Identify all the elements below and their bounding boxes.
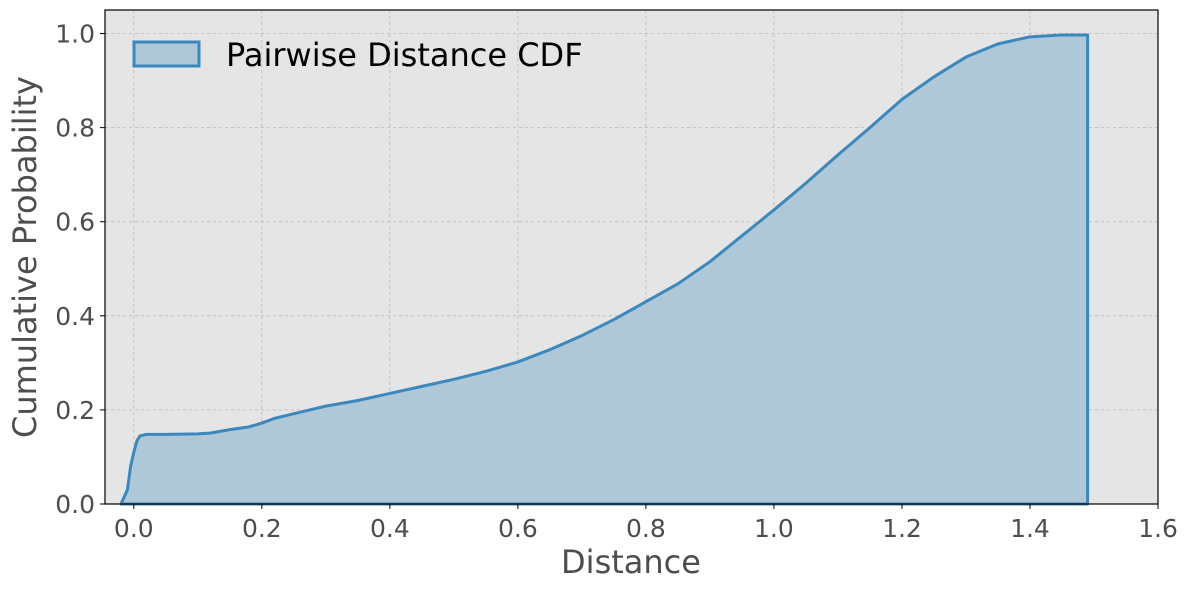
x-tick-label: 1.4 — [1010, 514, 1050, 543]
x-tick-label: 0.2 — [242, 514, 282, 543]
x-tick-label: 0.8 — [626, 514, 666, 543]
x-tick-label: 1.6 — [1138, 514, 1178, 543]
cdf-area-fill — [121, 34, 1088, 504]
y-tick-label: 0.8 — [55, 114, 95, 143]
x-axis-label: Distance — [561, 543, 701, 581]
y-tick-label: 1.0 — [55, 20, 95, 49]
y-axis-label: Cumulative Probability — [6, 76, 44, 438]
x-tick-label: 0.6 — [498, 514, 538, 543]
x-tick-label: 0.4 — [370, 514, 410, 543]
legend: Pairwise Distance CDF — [132, 36, 583, 74]
x-axis-ticks: 0.0 0.2 0.4 0.6 0.8 1.0 1.2 1.4 1.6 — [114, 504, 1178, 543]
x-tick-label: 1.0 — [754, 514, 794, 543]
plot-frame — [104, 9, 1159, 505]
cdf-line — [119, 33, 1090, 506]
y-tick-label: 0.0 — [55, 490, 95, 519]
y-axis-ticks: 0.0 0.2 0.4 0.6 0.8 1.0 — [55, 20, 105, 519]
legend-label-pairwise-distance-cdf: Pairwise Distance CDF — [226, 36, 583, 74]
y-tick-label: 0.2 — [55, 396, 95, 425]
x-tick-label: 0.0 — [114, 514, 154, 543]
y-tick-label: 0.4 — [55, 302, 95, 331]
x-tick-label: 1.2 — [882, 514, 922, 543]
legend-swatch — [132, 40, 201, 68]
y-tick-label: 0.6 — [55, 208, 95, 237]
